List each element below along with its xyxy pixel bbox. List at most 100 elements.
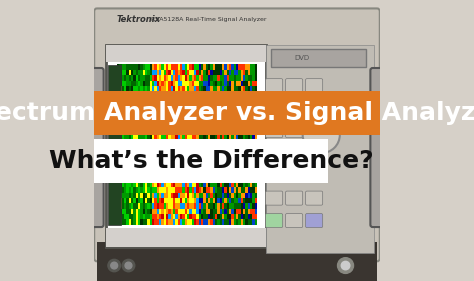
Bar <box>173 75 176 81</box>
Bar <box>252 75 255 81</box>
Bar <box>147 96 150 102</box>
Bar <box>166 112 169 118</box>
Bar <box>210 102 213 107</box>
Bar <box>246 150 248 155</box>
Bar <box>136 75 138 81</box>
Bar <box>199 203 201 209</box>
Bar <box>178 219 180 225</box>
Bar <box>159 155 162 161</box>
Bar <box>196 123 199 129</box>
Bar <box>219 118 222 123</box>
Bar <box>145 118 148 123</box>
Bar <box>182 171 185 177</box>
Bar <box>152 128 155 134</box>
Bar <box>191 209 194 214</box>
Bar <box>201 123 204 129</box>
Bar <box>155 187 157 193</box>
Bar <box>161 171 164 177</box>
Bar <box>117 198 119 203</box>
Bar <box>252 176 255 182</box>
Bar <box>201 134 204 139</box>
Bar <box>189 187 192 193</box>
Bar <box>247 150 250 155</box>
Bar <box>157 214 159 219</box>
Bar <box>155 123 157 129</box>
Bar <box>143 86 146 91</box>
Bar <box>164 144 166 150</box>
Bar <box>180 166 182 171</box>
Bar <box>152 86 155 91</box>
Bar <box>131 134 134 139</box>
Bar <box>150 64 152 70</box>
Bar <box>119 176 122 182</box>
Bar <box>196 139 199 145</box>
Bar <box>157 102 159 107</box>
Bar <box>199 192 201 198</box>
Bar <box>122 150 124 155</box>
Bar <box>129 198 131 203</box>
Bar <box>194 139 197 145</box>
Bar <box>250 112 253 118</box>
Bar <box>219 187 222 193</box>
Bar <box>229 112 232 118</box>
Bar <box>140 102 143 107</box>
Bar <box>129 80 131 86</box>
Bar <box>159 70 162 75</box>
Bar <box>219 102 222 107</box>
Bar <box>157 80 159 86</box>
Bar <box>191 70 194 75</box>
Bar <box>208 118 210 123</box>
Bar <box>124 192 127 198</box>
Bar <box>229 209 232 214</box>
Bar <box>210 86 213 91</box>
Bar <box>231 86 234 91</box>
Bar <box>152 182 155 187</box>
Bar <box>147 166 150 171</box>
Bar <box>143 155 146 161</box>
Bar <box>124 150 127 155</box>
Bar <box>231 91 234 97</box>
Bar <box>199 91 201 97</box>
Bar <box>210 219 213 225</box>
Bar <box>140 91 143 97</box>
Bar <box>222 96 225 102</box>
Bar <box>187 107 190 113</box>
Bar <box>185 219 187 225</box>
Bar <box>119 96 122 102</box>
Bar <box>194 144 197 150</box>
Bar <box>124 96 127 102</box>
Bar <box>213 214 215 219</box>
Bar <box>150 198 152 203</box>
Bar <box>203 144 206 150</box>
Bar <box>250 86 253 91</box>
Bar <box>159 102 162 107</box>
Bar <box>161 144 164 150</box>
Bar <box>203 64 206 70</box>
Bar <box>178 144 180 150</box>
Bar <box>129 214 131 219</box>
Bar <box>119 139 122 145</box>
Bar <box>218 128 220 134</box>
Bar <box>124 214 127 219</box>
Bar <box>157 139 159 145</box>
Bar <box>159 144 162 150</box>
Bar <box>185 118 187 123</box>
Bar <box>178 166 180 171</box>
Bar <box>155 112 157 118</box>
Bar <box>106 45 265 247</box>
Bar <box>255 171 257 177</box>
Bar <box>147 160 150 166</box>
Bar <box>229 134 232 139</box>
Circle shape <box>122 259 135 272</box>
Bar <box>143 118 146 123</box>
Bar <box>119 118 122 123</box>
Bar <box>255 160 257 166</box>
Bar <box>218 171 220 177</box>
Bar <box>180 150 182 155</box>
Bar <box>206 166 208 171</box>
Bar <box>159 64 162 70</box>
Bar <box>171 160 173 166</box>
Bar <box>127 203 129 209</box>
Bar <box>227 171 229 177</box>
Bar <box>138 80 141 86</box>
